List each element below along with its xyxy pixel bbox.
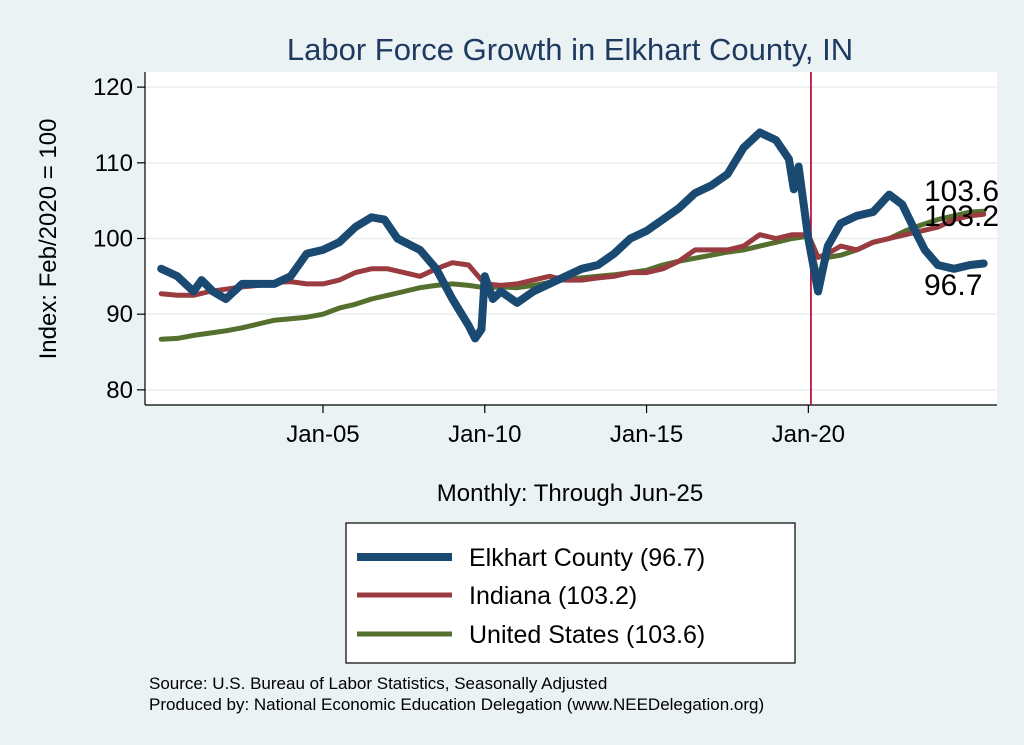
- x-ticks: Jan-05 Jan-10 Jan-15 Jan-20: [286, 405, 845, 448]
- legend-label-0: Elkhart County (96.7): [469, 544, 705, 572]
- end-label-0: 96.7: [924, 269, 982, 302]
- y-axis-label: Index: Feb/2020 = 100: [35, 119, 62, 360]
- x-tick-label-Jan-20: Jan-20: [772, 421, 845, 448]
- legend-label-2: United States (103.6): [469, 621, 705, 649]
- x-tick-label-Jan-05: Jan-05: [286, 421, 359, 448]
- series-line-1: [158, 211, 987, 298]
- y-tick-label-90: 90: [106, 301, 133, 328]
- series-line-0: [157, 128, 988, 343]
- x-tick-label-Jan-10: Jan-10: [448, 421, 521, 448]
- y-tick-label-120: 120: [93, 74, 133, 101]
- end-label-2: 103.6: [924, 175, 999, 208]
- source-note: Source: U.S. Bureau of Labor Statistics,…: [149, 674, 607, 693]
- chart-title: Labor Force Growth in Elkhart County, IN: [287, 32, 853, 67]
- produced-note: Produced by: National Economic Education…: [149, 695, 764, 714]
- legend-label-1: Indiana (103.2): [469, 582, 637, 610]
- y-tick-label-110: 110: [95, 150, 133, 177]
- end-label-1: 103.2: [924, 200, 999, 233]
- gridlines: [145, 86, 997, 391]
- y-ticks: 80 90 100 110 120: [93, 74, 145, 404]
- y-tick-label-80: 80: [106, 377, 133, 404]
- x-axis-label: Monthly: Through Jun-25: [437, 480, 703, 507]
- legend: Elkhart County (96.7) Indiana (103.2) Unit…: [357, 544, 705, 649]
- x-tick-label-Jan-15: Jan-15: [610, 421, 683, 448]
- series-lines: [157, 128, 988, 343]
- y-tick-label-100: 100: [93, 226, 133, 253]
